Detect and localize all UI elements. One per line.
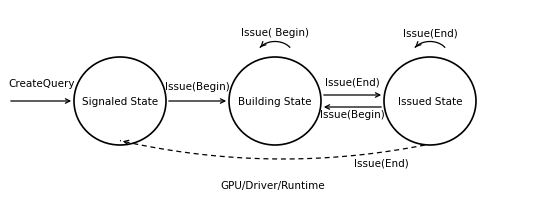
Text: Issue(Begin): Issue(Begin) (320, 109, 385, 119)
Text: Issue(End): Issue(End) (403, 28, 457, 38)
Text: Issue(End): Issue(End) (325, 78, 380, 88)
Text: Building State: Building State (238, 97, 312, 107)
Text: Issue(End): Issue(End) (354, 158, 409, 168)
Text: Issued State: Issued State (398, 97, 462, 107)
Text: CreateQuery: CreateQuery (8, 79, 75, 89)
Text: Signaled State: Signaled State (82, 97, 158, 107)
Text: Issue( Begin): Issue( Begin) (241, 28, 309, 38)
Text: GPU/Driver/Runtime: GPU/Driver/Runtime (220, 180, 325, 190)
Text: Issue(Begin): Issue(Begin) (165, 82, 230, 91)
